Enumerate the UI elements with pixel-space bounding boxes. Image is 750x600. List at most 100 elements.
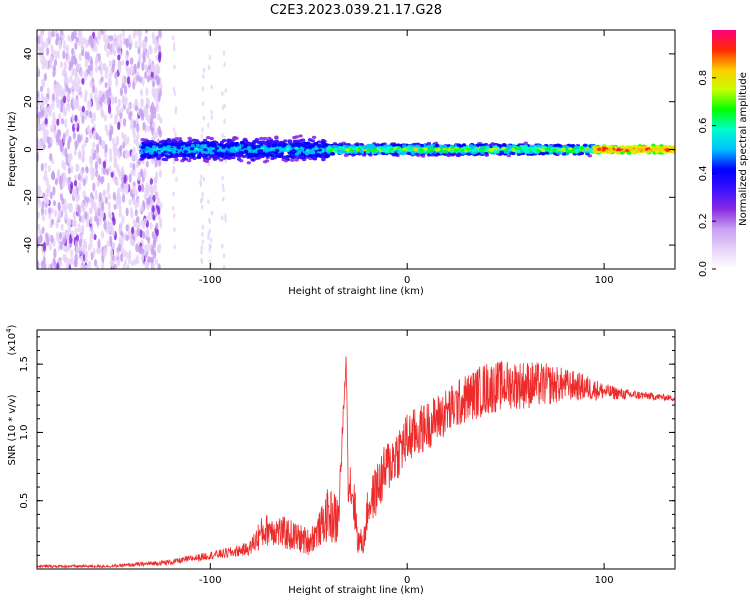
heatmap-cell xyxy=(106,49,110,58)
heatmap-cell xyxy=(117,54,121,61)
heatmap-cell xyxy=(102,62,107,70)
heatmap-cell xyxy=(567,147,573,151)
heatmap-cell xyxy=(202,73,205,79)
heatmap-cell xyxy=(87,260,92,269)
heatmap-cell xyxy=(56,49,60,59)
heatmap-cell xyxy=(42,242,46,252)
heatmap-cell xyxy=(151,86,155,97)
heatmap-cell xyxy=(207,199,210,205)
heatmap-cell xyxy=(324,155,329,159)
heatmap-cell xyxy=(57,201,61,211)
heatmap-cell xyxy=(50,44,54,53)
figure-title: C2E3.2023.039.21.17.G28 xyxy=(270,3,442,18)
heatmap-cell xyxy=(506,144,512,148)
heatmap-cell xyxy=(121,193,126,203)
heatmap-cell xyxy=(529,150,534,155)
heatmap-cell xyxy=(94,65,99,73)
heatmap-cell xyxy=(366,148,371,152)
heatmap-cell xyxy=(378,149,384,153)
heatmap-cell xyxy=(37,211,40,219)
heatmap-cell xyxy=(51,123,55,133)
heatmap-cell xyxy=(84,256,88,265)
heatmap-cell xyxy=(277,146,283,150)
heatmap-cell xyxy=(129,123,134,130)
heatmap-cell xyxy=(55,32,60,43)
heatmap-cell xyxy=(119,87,124,97)
heatmap-cell xyxy=(155,54,159,61)
heatmap-cell xyxy=(267,136,272,141)
heatmap-cell xyxy=(278,140,284,145)
heatmap-cell xyxy=(148,147,153,151)
heatmap-cell xyxy=(214,152,220,156)
heatmap-cell xyxy=(74,122,78,130)
heatmap-cell xyxy=(145,261,149,269)
heatmap-cell xyxy=(159,202,163,210)
heatmap-cell xyxy=(260,154,265,159)
heatmap-cell xyxy=(49,191,53,200)
heatmap-cell xyxy=(183,150,188,154)
heatmap-cell xyxy=(176,146,181,150)
heatmap-cell xyxy=(40,206,45,216)
heatmap-cell xyxy=(427,148,433,152)
heatmap-cell xyxy=(117,121,121,131)
heatmap-cell xyxy=(85,109,89,116)
heatmap-cell xyxy=(202,115,205,121)
heatmap-cell xyxy=(270,156,275,161)
heatmap-cell xyxy=(172,127,176,133)
heatmap-cell xyxy=(159,143,164,148)
heatmap-cell xyxy=(82,190,86,199)
heatmap-cell xyxy=(480,151,485,155)
heatmap-cell xyxy=(427,145,433,149)
heatmap-cell xyxy=(130,57,134,65)
heatmap-cell xyxy=(222,50,226,56)
heatmap-cell xyxy=(530,147,535,151)
heatmap-cell xyxy=(152,238,157,249)
heatmap-cell xyxy=(73,30,77,40)
heatmap-cell xyxy=(208,161,211,167)
heatmap-cell xyxy=(223,62,226,68)
heatmap-cell xyxy=(94,189,98,200)
heatmap-cell xyxy=(178,143,183,147)
heatmap-cell xyxy=(80,42,84,51)
heatmap-cell xyxy=(434,143,440,148)
heatmap-cell xyxy=(208,228,211,234)
heatmap-cell xyxy=(84,249,88,259)
heatmap-cell xyxy=(148,195,152,205)
heatmap-cell xyxy=(77,223,81,233)
heatmap-cell xyxy=(71,31,75,41)
heatmap-cell xyxy=(88,207,93,215)
heatmap-cell xyxy=(298,143,304,147)
heatmap-cell xyxy=(75,36,79,43)
heatmap-cell xyxy=(61,231,65,239)
heatmap-cell xyxy=(137,172,141,182)
heatmap-cell xyxy=(109,240,113,248)
heatmap-cell xyxy=(207,147,212,151)
heatmap-cell xyxy=(130,150,135,161)
heatmap-cell xyxy=(149,256,153,263)
heatmap-cell xyxy=(196,155,201,159)
heatmap-cell xyxy=(42,78,46,88)
heatmap-cell xyxy=(147,211,152,222)
heatmap-cell xyxy=(152,141,157,145)
heatmap-cell xyxy=(50,137,54,145)
heatmap-cell xyxy=(98,216,102,225)
heatmap-cell xyxy=(321,158,326,162)
heatmap-cell xyxy=(105,168,109,176)
heatmap-cell xyxy=(564,145,570,149)
heatmap-cell xyxy=(223,118,226,124)
heatmap-cell xyxy=(210,109,213,115)
heatmap-cell xyxy=(125,54,129,61)
heatmap-cell xyxy=(152,130,157,140)
heatmap-cell xyxy=(470,145,475,150)
heatmap-cell xyxy=(449,150,454,154)
heatmap-cell xyxy=(82,205,86,214)
heatmap-cell xyxy=(132,218,137,228)
heatmap-cell xyxy=(328,149,333,153)
heatmap-cell xyxy=(145,97,149,104)
heatmap-cell xyxy=(77,133,81,144)
heatmap-cell xyxy=(208,247,211,253)
heatmap-cell xyxy=(98,157,102,165)
heatmap-cell xyxy=(240,141,246,145)
heatmap-cell xyxy=(153,152,159,156)
heatmap-cell xyxy=(98,135,102,146)
